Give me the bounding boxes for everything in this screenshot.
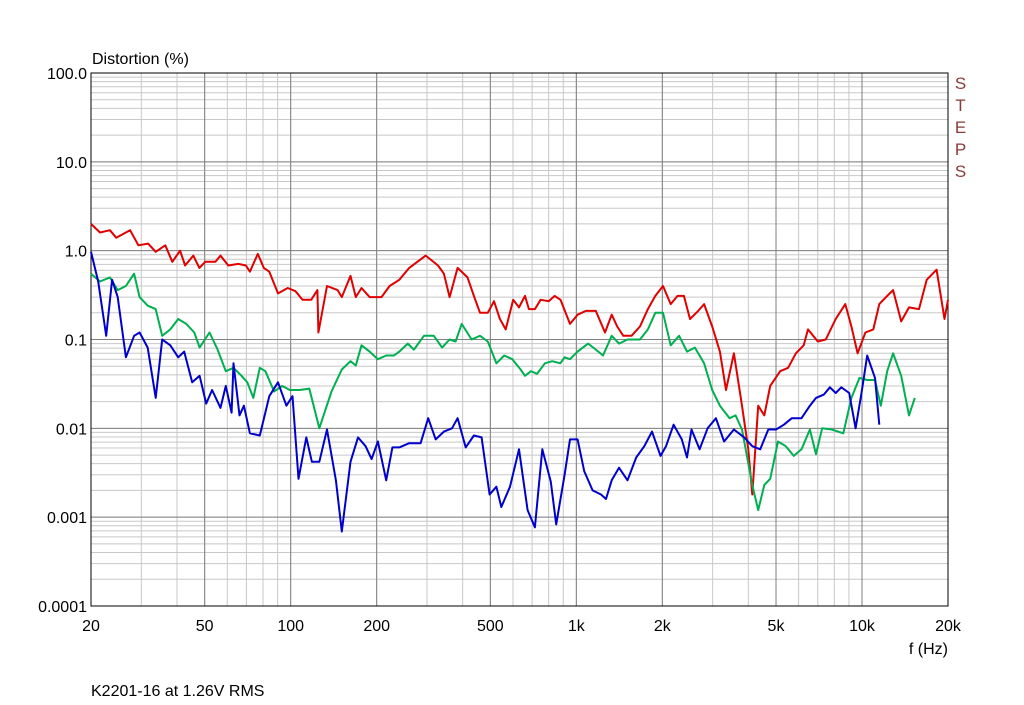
annotation: STEPS — [951, 74, 970, 184]
x-tick-label: 1k — [568, 618, 586, 635]
x-axis-label: f (Hz) — [909, 641, 948, 658]
x-tick-label: 500 — [477, 618, 504, 635]
y-tick-label: 0.0001 — [38, 599, 87, 616]
x-tick-label: 10k — [849, 618, 876, 635]
x-tick-label: 20 — [82, 618, 100, 635]
x-tick-label: 5k — [768, 618, 786, 635]
series-line — [90, 251, 881, 533]
x-tick-label: 200 — [363, 618, 390, 635]
x-tick-label: 100 — [277, 618, 304, 635]
y-tick-label: 0.1 — [65, 333, 87, 350]
y-tick-label: 10.0 — [56, 155, 87, 172]
x-tick-label: 50 — [196, 618, 214, 635]
y-tick-label: 0.001 — [47, 510, 87, 527]
y-tick-label: 1.0 — [65, 244, 87, 261]
y-tick-label: 100.0 — [47, 66, 87, 83]
footer: K2201-16 at 1.26V RMS — [91, 683, 264, 700]
series-line — [90, 272, 916, 512]
x-tick-label: 20k — [935, 618, 962, 635]
series-line — [90, 223, 949, 496]
y-axis-label: Distortion (%) — [92, 51, 189, 68]
plot-frame — [90, 72, 949, 607]
y-tick-label: 0.01 — [56, 421, 87, 438]
x-tick-label: 2k — [654, 618, 672, 635]
